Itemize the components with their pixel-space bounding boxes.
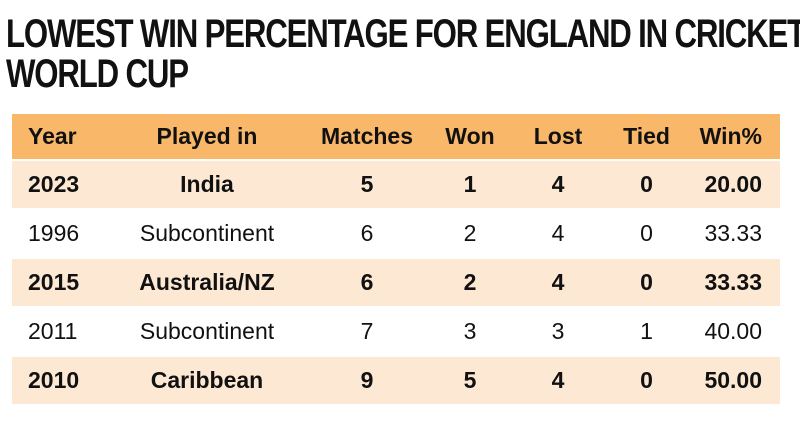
column-header: Won [427,114,513,159]
table-cell: 2 [427,210,513,257]
table-row: 2023 India 5 1 4 0 20.00 [12,161,780,208]
row-spacer-cell [12,355,780,357]
table-cell: 2010 [12,357,107,404]
table-cell: 4 [513,210,603,257]
table-cell: 3 [427,308,513,355]
table-cell: 9 [307,357,427,404]
row-spacer-cell [12,306,780,308]
title-line-1: LOWEST WIN PERCENTAGE FOR ENGLAND IN CRI… [6,12,800,56]
table-cell: 6 [307,259,427,306]
table-header-row: Year Played in Matches Won Lost Tied Win… [12,114,780,159]
table-cell: 2015 [12,259,107,306]
row-spacer-cell [12,159,780,161]
column-header: Played in [107,114,307,159]
column-header: Tied [603,114,690,159]
table-cell: 5 [427,357,513,404]
table-body: 2023 India 5 1 4 0 20.00 1996 Subcontinent 6 2 4 0 33… [12,159,780,404]
table-cell: 4 [513,259,603,306]
table-cell: 20.00 [690,161,780,208]
table-cell: India [107,161,307,208]
table-cell: 0 [603,259,690,306]
table-cell: 6 [307,210,427,257]
row-spacer [12,257,780,259]
table-cell: 4 [513,357,603,404]
column-header: Lost [513,114,603,159]
table-cell: 33.33 [690,210,780,257]
row-spacer [12,306,780,308]
table-cell: 3 [513,308,603,355]
table-row: 2010 Caribbean 9 5 4 0 50.00 [12,357,780,404]
row-spacer [12,355,780,357]
table-cell: 7 [307,308,427,355]
table-row: 2011 Subcontinent 7 3 3 1 40.00 [12,308,780,355]
table-cell: 2023 [12,161,107,208]
win-percentage-table: Year Played in Matches Won Lost Tied Win… [12,114,780,404]
table-cell: 0 [603,210,690,257]
table-row: 2015 Australia/NZ 6 2 4 0 33.33 [12,259,780,306]
table-cell: 5 [307,161,427,208]
row-spacer-cell [12,257,780,259]
table-cell: 1996 [12,210,107,257]
table-row: 1996 Subcontinent 6 2 4 0 33.33 [12,210,780,257]
column-header: Matches [307,114,427,159]
table-cell: 50.00 [690,357,780,404]
column-header: Year [12,114,107,159]
table-cell: 2011 [12,308,107,355]
table-cell: 1 [427,161,513,208]
table-cell: 2 [427,259,513,306]
table-cell: 1 [603,308,690,355]
table-cell: Caribbean [107,357,307,404]
table-cell: 0 [603,161,690,208]
column-header: Win% [690,114,780,159]
row-spacer-cell [12,208,780,210]
row-spacer [12,159,780,161]
row-spacer [12,208,780,210]
table-cell: Subcontinent [107,308,307,355]
page-title: LOWEST WIN PERCENTAGE FOR ENGLAND IN CRI… [6,12,800,96]
table-cell: Subcontinent [107,210,307,257]
table-cell: 40.00 [690,308,780,355]
table-cell: 4 [513,161,603,208]
table-cell: 33.33 [690,259,780,306]
title-line-2: WORLD CUP [6,52,189,96]
table-cell: Australia/NZ [107,259,307,306]
table-cell: 0 [603,357,690,404]
